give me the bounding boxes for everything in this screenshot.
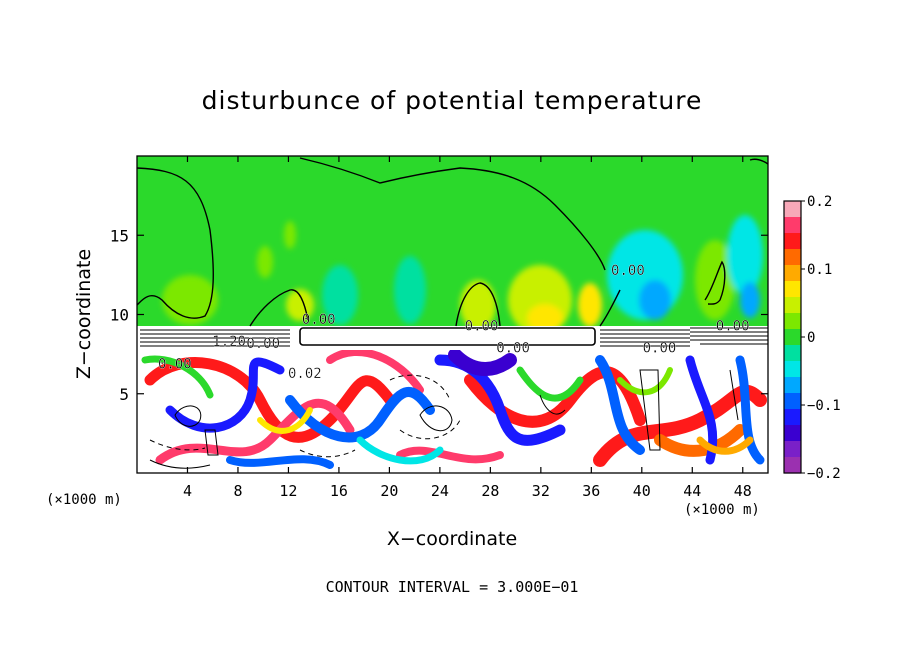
contour-lines: [137, 157, 768, 327]
y-tick-label: 10: [110, 306, 129, 325]
colorbar-tick-label: −0.2: [807, 466, 841, 482]
colorbar-swatch: [784, 313, 801, 330]
contour-label: 0.02: [288, 366, 322, 382]
field-band: [595, 355, 645, 455]
colorbar: 0.2 0.1 0 −0.1 −0.2: [783, 194, 841, 482]
interface-shelf: [299, 327, 596, 346]
field-patch: [727, 215, 763, 295]
y-tick-label: 5: [119, 385, 129, 404]
colorbar-swatch: [784, 345, 801, 362]
field-band: [226, 455, 334, 469]
x-tick-label: 48: [734, 482, 752, 500]
x-axis-unit-left: (×1000 m): [46, 492, 122, 508]
colorbar-swatch: [784, 297, 801, 314]
colorbar-swatch: [784, 361, 801, 378]
field-band: [654, 424, 746, 457]
x-tick-label: 32: [532, 482, 550, 500]
colorbar-tick-label: 0.2: [807, 194, 832, 210]
y-axis-label: Z−coordinate: [73, 248, 95, 380]
contour-interval-note: CONTOUR INTERVAL = 3.000E−01: [325, 578, 579, 596]
colorbar-swatch: [784, 457, 801, 474]
field-patch: [394, 256, 426, 324]
field-band: [326, 347, 424, 394]
colorbar-swatch: [784, 201, 801, 218]
contour-label: 1.20: [212, 334, 246, 350]
x-axis-label: X−coordinate: [386, 528, 518, 550]
field-band: [144, 357, 396, 443]
colorbar-swatch: [784, 249, 801, 266]
field-patch: [740, 282, 760, 318]
field-patch: [460, 280, 496, 330]
field-band: [155, 398, 355, 465]
colorbar-swatch: [784, 377, 801, 394]
contour-label: 0.00: [496, 341, 530, 357]
contour-label: 0.00: [158, 356, 192, 372]
chart-title: disturbunce of potential temperature: [201, 86, 703, 115]
contour-label: 0.00: [611, 263, 645, 279]
x-tick-label: 4: [183, 482, 192, 500]
x-tick-label: 8: [233, 482, 242, 500]
x-tick-label: 16: [330, 482, 348, 500]
x-tick-label: 20: [380, 482, 398, 500]
contour-label: 0.00: [716, 318, 750, 334]
field-band: [165, 357, 285, 433]
field-band: [285, 386, 435, 443]
field-band: [356, 436, 444, 465]
field-band: [516, 366, 584, 402]
x-tick-label: 44: [683, 482, 701, 500]
contour-label: 0.00: [246, 336, 280, 352]
x-axis-unit-right: (×1000 m): [684, 502, 760, 518]
field-patch: [322, 265, 358, 325]
x-tick-label: 28: [481, 482, 499, 500]
field-band: [696, 436, 754, 455]
field-band: [141, 355, 214, 399]
colorbar-swatch: [784, 425, 801, 442]
colorbar-tick-label: −0.1: [807, 398, 841, 414]
colorbar-swatch: [784, 281, 801, 298]
x-tick-label: 40: [633, 482, 651, 500]
field-patch: [527, 304, 563, 332]
colorbar-swatch: [784, 393, 801, 410]
field-band: [257, 407, 313, 434]
y-axis: 5 10 15: [110, 226, 768, 404]
field-patch: [284, 221, 296, 249]
x-tick-label: 12: [279, 482, 297, 500]
field-band: [735, 355, 765, 465]
field-patch: [639, 280, 671, 320]
colorbar-swatch: [784, 217, 801, 234]
contour-label: 0.00: [643, 341, 677, 357]
field-band: [396, 446, 504, 464]
colorbar-swatch: [784, 409, 801, 426]
y-tick-label: 15: [110, 226, 129, 245]
colorbar-swatch: [784, 329, 801, 346]
contour-labels: 0.000.00 0.000.000.000.001.20 0.000.000.02: [158, 263, 750, 382]
field-patch: [578, 283, 602, 327]
contour-label: 0.00: [302, 312, 336, 328]
contour-label: 0.00: [465, 318, 499, 334]
x-tick-label: 36: [582, 482, 600, 500]
colorbar-swatch: [784, 265, 801, 282]
field-band: [617, 367, 673, 396]
field-band: [448, 348, 517, 377]
contour-lines-lower: [149, 369, 739, 469]
colorbar-swatch: [784, 233, 801, 250]
upper-field: [137, 156, 768, 333]
colorbar-tick-label: 0.1: [807, 262, 832, 278]
heatmap-field: 0.000.00 0.000.000.000.001.20 0.000.000.02: [137, 156, 768, 473]
contour-lines-dashed: [149, 374, 461, 458]
x-axis: 4 8 12 16 20 24 28 32 36 40 44 48: [183, 156, 752, 500]
colorbar-swatch: [784, 441, 801, 458]
field-patch: [257, 246, 273, 278]
x-tick-label: 24: [431, 482, 449, 500]
colorbar-tick-label: 0: [807, 330, 815, 346]
